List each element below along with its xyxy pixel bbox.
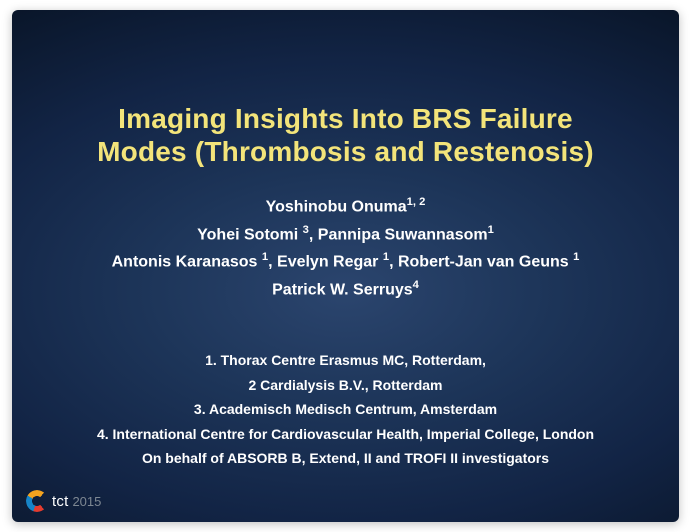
slide-card: Imaging Insights Into BRS Failure Modes … xyxy=(12,10,679,522)
author-name: , Pannipa Suwannasom xyxy=(309,226,488,243)
affiliation-4: 4. International Centre for Cardiovascul… xyxy=(22,422,669,447)
affiliation-block: 1. Thorax Centre Erasmus MC, Rotterdam, … xyxy=(12,348,679,471)
author-line-2: Yohei Sotomi 3, Pannipa Suwannasom1 xyxy=(32,221,659,249)
author-line-1: Yoshinobu Onuma1, 2 xyxy=(32,193,659,221)
title-line-1: Imaging Insights Into BRS Failure xyxy=(118,103,573,134)
title-line-2: Modes (Thrombosis and Restenosis) xyxy=(97,136,594,167)
author-name: Yoshinobu Onuma xyxy=(266,198,407,215)
slide-title: Imaging Insights Into BRS Failure Modes … xyxy=(12,102,679,168)
author-name: Antonis Karanasos xyxy=(112,253,262,270)
author-line-4: Patrick W. Serruys4 xyxy=(32,276,659,304)
author-sup: 4 xyxy=(413,279,419,291)
author-sup: 1 xyxy=(573,251,579,263)
author-sup: 1, 2 xyxy=(407,196,426,208)
affiliation-2: 2 Cardialysis B.V., Rotterdam xyxy=(22,373,669,398)
author-sup: 1 xyxy=(488,224,494,236)
conference-logo: tct 2015 xyxy=(26,490,101,512)
author-name: , Robert-Jan van Geuns xyxy=(389,253,573,270)
author-name: Yohei Sotomi xyxy=(197,226,302,243)
affiliation-3: 3. Academisch Medisch Centrum, Amsterdam xyxy=(22,397,669,422)
logo-year: 2015 xyxy=(72,494,101,509)
logo-brand: tct xyxy=(52,493,68,510)
author-line-3: Antonis Karanasos 1, Evelyn Regar 1, Rob… xyxy=(32,248,659,276)
author-block: Yoshinobu Onuma1, 2 Yohei Sotomi 3, Pann… xyxy=(12,193,679,303)
tct-swirl-icon xyxy=(26,490,48,512)
author-name: , Evelyn Regar xyxy=(268,253,383,270)
author-name: Patrick W. Serruys xyxy=(272,281,413,298)
affiliation-1: 1. Thorax Centre Erasmus MC, Rotterdam, xyxy=(22,348,669,373)
on-behalf-line: On behalf of ABSORB B, Extend, II and TR… xyxy=(22,446,669,471)
